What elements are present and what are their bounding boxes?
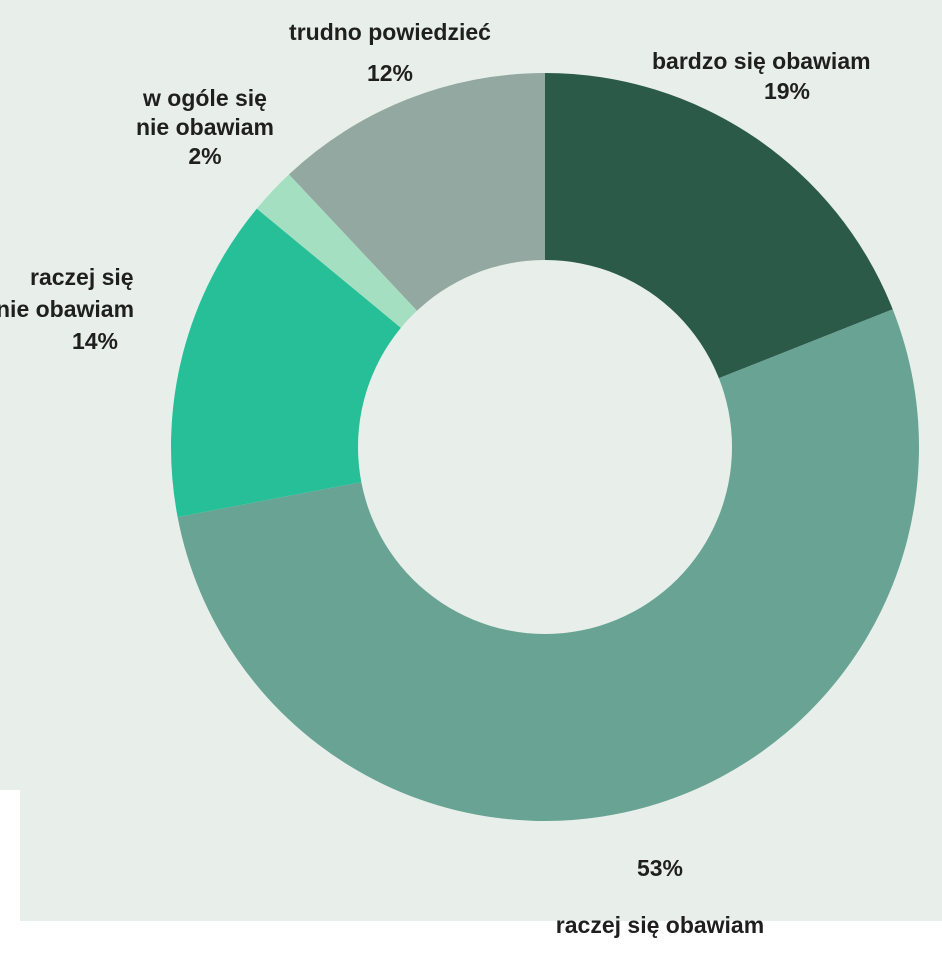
slice-value-label: 14% xyxy=(71,328,119,354)
label-bardzo-sie-obawiam: bardzo się obawiam 19% xyxy=(652,46,942,106)
label-raczej-sie-obawiam: 53% raczej się obawiam xyxy=(540,840,780,954)
label-raczej-sie-nie-obawiam: raczej się nie obawiam 14% xyxy=(0,261,180,357)
slice-value-label: 19% xyxy=(763,78,811,104)
slice-label-text: raczej się nie obawiam xyxy=(0,264,135,322)
slice-label-text: raczej się obawiam xyxy=(555,912,765,938)
slice-label-text: trudno powiedzieć xyxy=(289,19,491,45)
slice-value-label: 2% xyxy=(188,143,222,169)
slice-label-text: bardzo się obawiam xyxy=(652,48,871,74)
slice-label-text: w ogóle się nie obawiam xyxy=(135,85,275,140)
label-trudno-powiedziec: trudno powiedzieć 12% xyxy=(250,12,530,94)
slice-value-label: 12% xyxy=(366,60,414,86)
slice-value-label: 53% xyxy=(636,855,684,881)
corner-background xyxy=(0,790,20,921)
donut-chart xyxy=(0,0,942,921)
label-w-ogole-sie-nie-obawiam: w ogóle się nie obawiam 2% xyxy=(105,84,305,171)
donut-hole xyxy=(358,260,732,634)
